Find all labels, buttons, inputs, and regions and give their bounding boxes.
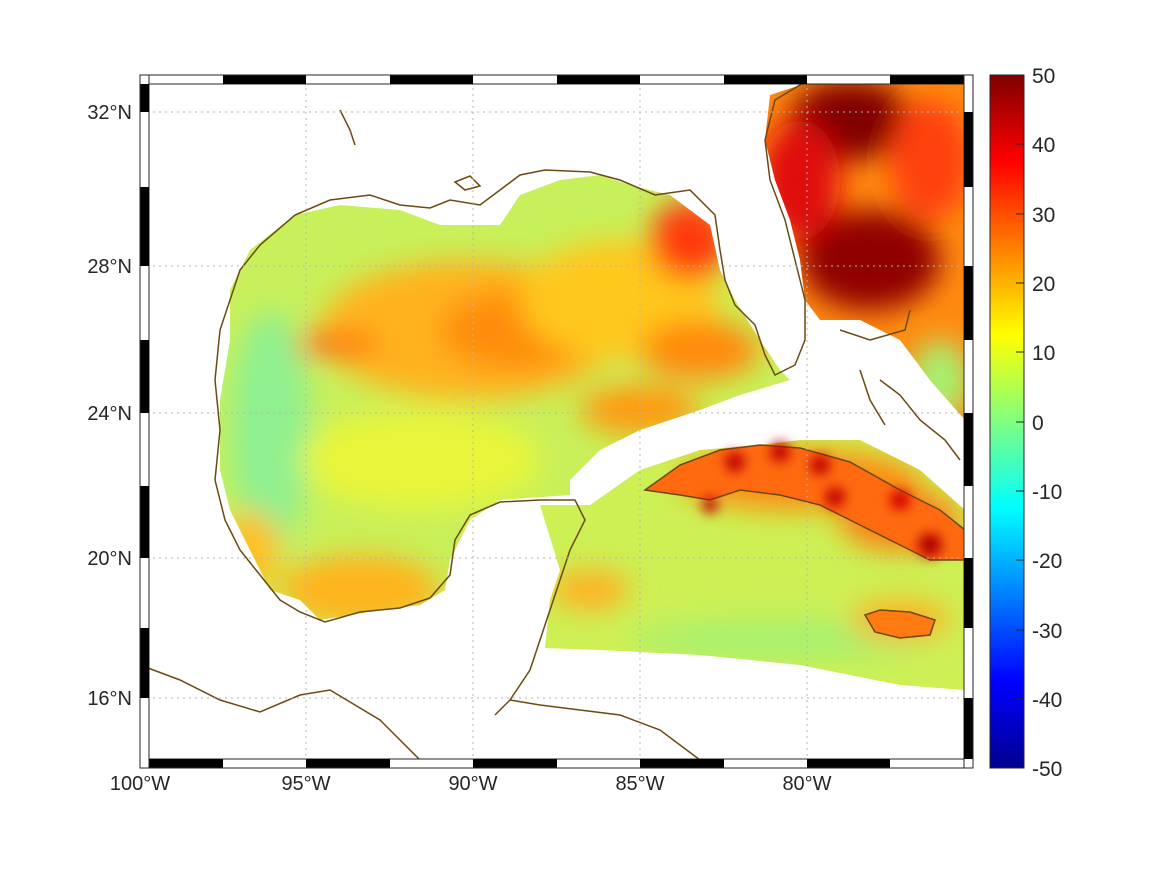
longitude-labels: 100°W 95°W 90°W 85°W 80°W bbox=[110, 773, 832, 795]
coastlines bbox=[139, 74, 961, 761]
lat-tick-label: 28°N bbox=[87, 256, 132, 278]
lon-tick-label: 80°W bbox=[782, 773, 831, 795]
lon-tick-label: 100°W bbox=[110, 773, 170, 795]
colorbar-tick-label: -50 bbox=[1032, 758, 1062, 781]
lon-tick-label: 95°W bbox=[281, 773, 330, 795]
graticule bbox=[141, 76, 972, 767]
colorbar-tick-label: 40 bbox=[1032, 134, 1055, 157]
colorbar-tick-label: 50 bbox=[1032, 65, 1055, 88]
colorbar-tick-label: -40 bbox=[1032, 689, 1062, 712]
colorbar-tick-label: 20 bbox=[1032, 273, 1055, 296]
colorbar-tick-label: -10 bbox=[1032, 481, 1062, 504]
map-frame bbox=[139, 74, 974, 769]
lat-tick-label: 32°N bbox=[87, 102, 132, 124]
colorbar-tick-label: 0 bbox=[1032, 412, 1044, 435]
colorbar-tick-label: 10 bbox=[1032, 342, 1055, 365]
lon-tick-label: 90°W bbox=[448, 773, 497, 795]
lat-tick-label: 20°N bbox=[87, 548, 132, 570]
frame-border bbox=[139, 74, 974, 769]
colorbar-tick-label: -20 bbox=[1032, 550, 1062, 573]
colorbar: 50 40 30 20 10 0 -10 -20 -30 -40 -50 bbox=[989, 65, 1062, 781]
latitude-labels: 16°N 20°N 24°N 28°N 32°N bbox=[87, 102, 132, 710]
jamaica-island bbox=[863, 609, 936, 639]
lon-tick-label: 85°W bbox=[615, 773, 664, 795]
lat-tick-label: 24°N bbox=[87, 403, 132, 425]
colorbar-tick-label: -30 bbox=[1032, 620, 1062, 643]
colorbar-tick-label: 30 bbox=[1032, 204, 1055, 227]
lat-tick-label: 16°N bbox=[87, 688, 132, 710]
